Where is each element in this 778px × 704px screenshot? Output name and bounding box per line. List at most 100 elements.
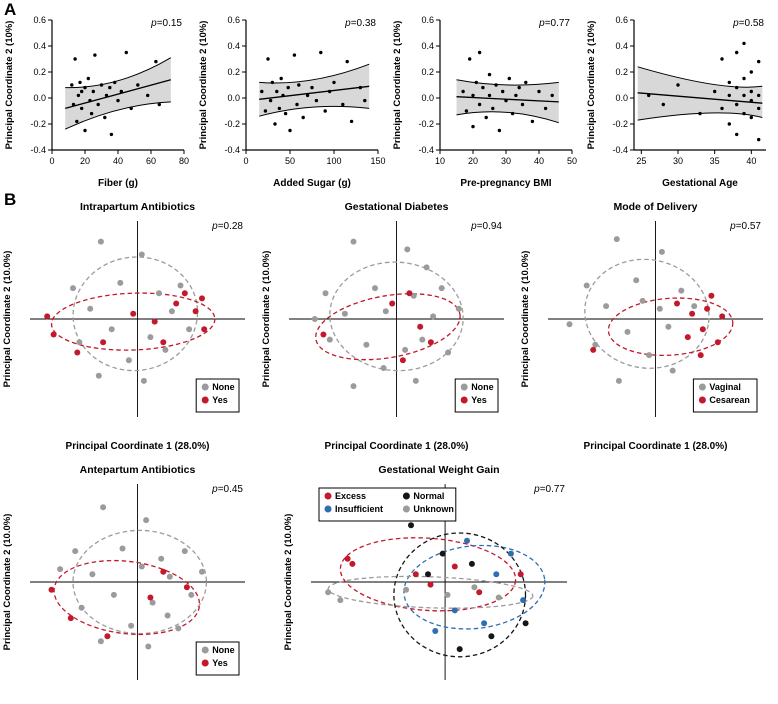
data-point [277, 106, 282, 111]
x-tick-label: 20 [80, 156, 90, 166]
none-data-point [87, 305, 94, 312]
data-point [487, 72, 492, 77]
vaginal-data-point [633, 277, 640, 284]
none-data-point [168, 308, 175, 315]
p-value: =0.57 [736, 221, 762, 232]
p-value: =0.77 [540, 484, 566, 495]
none-data-point [445, 349, 452, 356]
chart-title: Antepartum Antibiotics [80, 464, 196, 476]
yes-data-point [104, 633, 111, 640]
data-point [70, 83, 74, 87]
regression-line [456, 96, 559, 103]
unknown-data-point [444, 591, 451, 598]
vaginal-data-point [624, 328, 631, 335]
yes-data-point [181, 290, 188, 297]
chart-title: Mode of Delivery [613, 201, 697, 213]
data-point [104, 93, 109, 98]
data-point [484, 115, 488, 120]
normal-data-point [522, 620, 529, 627]
none-data-point [97, 238, 104, 245]
band-upper-edge [637, 66, 763, 88]
y-tick-label: 0.2 [421, 67, 434, 77]
y-tick-label: -0.4 [30, 145, 46, 155]
data-point [713, 89, 717, 94]
legend-dot-red [201, 396, 209, 404]
black-ellipse [393, 532, 527, 658]
vaginal-data-point [658, 248, 665, 255]
none-data-point [78, 604, 85, 611]
data-point [96, 102, 100, 107]
none-data-point [350, 238, 357, 245]
regression-line [259, 85, 370, 100]
x-axis-title: Principal Coordinate 1 (28.0%) [325, 441, 469, 452]
data-point [76, 93, 81, 98]
unknown-data-point [495, 594, 502, 601]
legend-dot-red [201, 659, 209, 667]
data-point [647, 93, 651, 98]
data-point [530, 119, 535, 124]
cesarean-data-point [689, 310, 696, 317]
p-value-label: p=0.57 [729, 221, 761, 232]
data-point [86, 76, 91, 81]
vaginal-data-point [615, 377, 622, 384]
data-point [323, 109, 327, 113]
none-data-point [108, 326, 115, 333]
x-axis-title: Principal Coordinate 1 (28.0%) [584, 441, 728, 452]
data-point [319, 50, 323, 55]
legend-box [454, 378, 499, 413]
none-data-point [57, 566, 64, 573]
none-data-point [423, 264, 430, 271]
vaginal-data-point [566, 321, 573, 328]
y-tick-label: 0.2 [615, 67, 628, 77]
p-italic: p [533, 484, 540, 495]
normal-data-point [408, 522, 414, 529]
data-point [491, 106, 495, 111]
yes-data-point [160, 339, 167, 346]
y-axis-title: Principal Coordinate 2 (10%) [4, 21, 15, 150]
data-point [146, 93, 150, 98]
regression-line [637, 92, 763, 104]
vaginal-data-point [656, 305, 663, 312]
data-point [749, 115, 753, 120]
yes-data-point [173, 300, 180, 307]
yes-data-point [399, 357, 406, 364]
y-axis-title: Principal Coordinate 2 (10.0%) [520, 251, 531, 388]
data-point [720, 57, 724, 61]
data-point [735, 50, 739, 55]
none-data-point [156, 290, 162, 297]
legend-label: Insufficient [335, 504, 383, 514]
cesarean-data-point [590, 346, 597, 353]
y-tick-label: 0.0 [33, 93, 46, 103]
yes-data-point [320, 331, 327, 338]
p-value-label: p=0.77 [538, 18, 570, 29]
data-point [749, 89, 753, 94]
chart-mode-of-delivery: Mode of Delivery p=0.57 Principal Coordina… [518, 197, 777, 460]
legend-dot-red [698, 396, 706, 404]
insufficient-data-point [451, 607, 458, 614]
none-data-point [110, 591, 117, 598]
x-tick-label: 100 [326, 156, 341, 166]
band-upper-edge [259, 63, 370, 84]
pcoa-chart-svg: Mode of Delivery p=0.57 Principal Coordina… [520, 201, 763, 452]
yes-data-point [151, 318, 158, 325]
y-axis-title: Principal Coordinate 2 (10.0%) [261, 251, 272, 388]
none-data-point [181, 548, 188, 555]
legend-dot-gray [460, 383, 468, 391]
data-point [266, 57, 270, 61]
data-point [305, 93, 310, 98]
none-data-point [125, 357, 132, 364]
none-data-point [138, 563, 145, 570]
x-tick-label: 30 [501, 156, 511, 166]
data-point [263, 109, 268, 113]
data-point [73, 57, 77, 61]
data-point [295, 102, 299, 107]
data-point [543, 106, 548, 111]
y-axis-title: Principal Coordinate 2 (10.0%) [283, 514, 294, 651]
y-tick-label: 0.6 [421, 15, 434, 25]
data-point [757, 106, 761, 111]
none-data-point [350, 383, 357, 390]
none-data-point [372, 285, 378, 292]
data-point [332, 80, 336, 85]
x-tick-label: 25 [636, 156, 646, 166]
